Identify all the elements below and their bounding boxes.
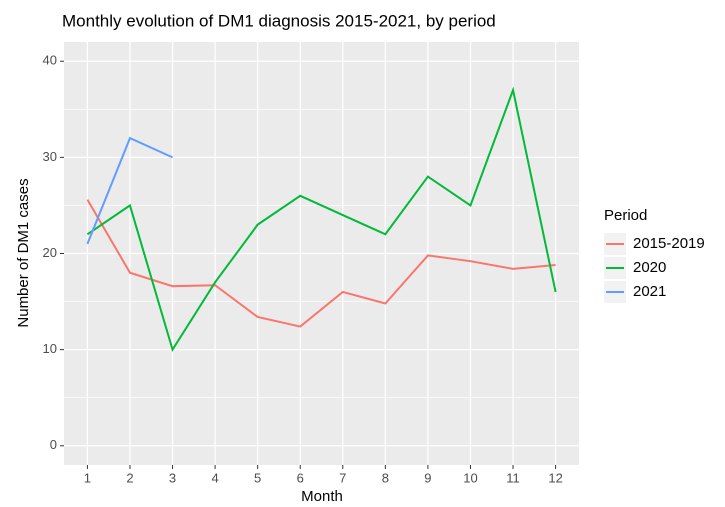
x-tick-label: 4 bbox=[211, 470, 218, 485]
series-line bbox=[86, 136, 173, 245]
y-tick-label: 10 bbox=[43, 341, 57, 356]
x-tick-label: 12 bbox=[548, 470, 562, 485]
x-tick-label: 6 bbox=[297, 470, 304, 485]
legend-label: 2015-2019 bbox=[633, 235, 705, 252]
y-tick-label: 0 bbox=[50, 437, 57, 452]
x-tick-label: 10 bbox=[463, 470, 477, 485]
legend-label: 2021 bbox=[633, 283, 666, 300]
chart-title: Monthly evolution of DM1 diagnosis 2015-… bbox=[62, 11, 496, 30]
x-tick-label: 7 bbox=[339, 470, 346, 485]
x-tick-label: 9 bbox=[424, 470, 431, 485]
series-line bbox=[86, 199, 556, 328]
x-tick-label: 3 bbox=[169, 470, 176, 485]
legend-title: Period bbox=[604, 207, 647, 224]
y-tick-label: 30 bbox=[43, 149, 57, 164]
x-tick-label: 8 bbox=[382, 470, 389, 485]
x-tick-label: 11 bbox=[506, 470, 520, 485]
x-tick-label: 2 bbox=[126, 470, 133, 485]
x-tick-label: 1 bbox=[84, 470, 91, 485]
y-tick-label: 40 bbox=[43, 53, 57, 68]
y-tick-label: 20 bbox=[43, 245, 57, 260]
legend-label: 2020 bbox=[633, 259, 666, 276]
y-axis-label: Number of DM1 cases bbox=[15, 178, 32, 327]
x-tick-label: 5 bbox=[254, 470, 261, 485]
series-line bbox=[86, 86, 557, 353]
x-axis-label: Month bbox=[301, 488, 343, 505]
